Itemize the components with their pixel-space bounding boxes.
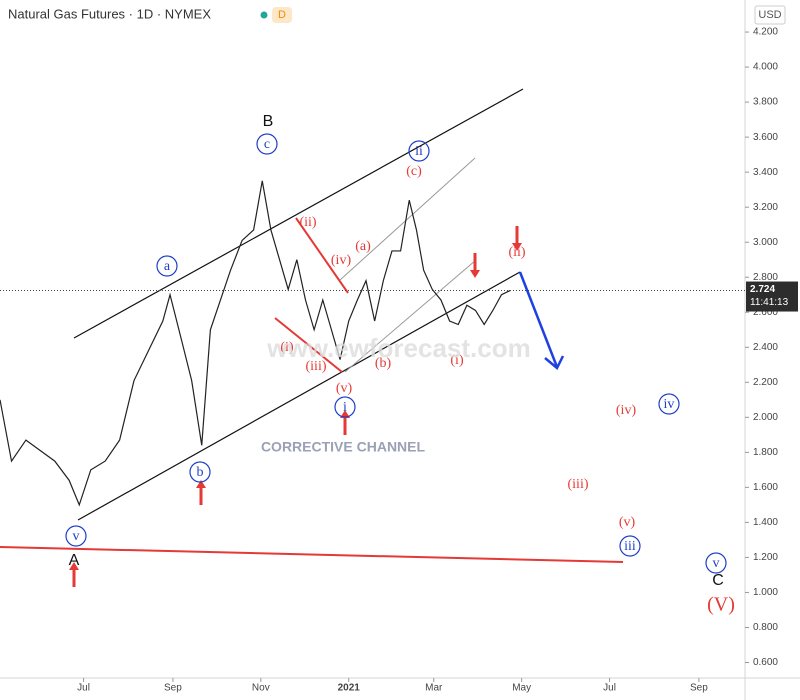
wave-label: www.ewforecast.com xyxy=(266,333,530,363)
wave-label: (v) xyxy=(336,381,353,396)
wave-circle xyxy=(256,133,278,155)
y-tick-label: 2.600 xyxy=(753,307,778,318)
y-tick-label: 1.400 xyxy=(753,517,778,528)
wave-label: (ii) xyxy=(299,215,316,230)
x-tick-label: Jul xyxy=(77,683,90,694)
x-tick-label: Nov xyxy=(252,683,270,694)
wave-circle xyxy=(619,535,641,557)
y-tick-label: 1.800 xyxy=(753,447,778,458)
wave-label: (c) xyxy=(406,164,422,179)
drawings xyxy=(0,88,624,587)
wave-circle xyxy=(189,461,211,483)
x-tick-label: May xyxy=(512,683,531,694)
y-tick-label: 3.400 xyxy=(753,167,778,178)
wave-label: B xyxy=(263,113,274,130)
chart-title: Natural Gas Futures · 1D · NYMEX xyxy=(8,6,211,21)
wave-circle xyxy=(705,552,727,574)
wave-label: C xyxy=(712,572,724,589)
y-tick-label: 2.400 xyxy=(753,342,778,353)
x-tick-label: 2021 xyxy=(338,683,361,694)
wave-label: iv xyxy=(664,397,675,412)
wave-label: (iv) xyxy=(331,253,352,268)
wave-circle xyxy=(65,525,87,547)
y-tick-label: 3.200 xyxy=(753,202,778,213)
wave-label: CORRECTIVE CHANNEL xyxy=(261,439,426,455)
badge: D xyxy=(278,9,286,21)
x-tick-label: Sep xyxy=(164,683,182,694)
y-tick-label: 1.600 xyxy=(753,482,778,493)
wave-label: (iv) xyxy=(616,403,637,418)
wave-label: b xyxy=(197,465,204,480)
last-price-box xyxy=(746,281,798,312)
wave-label: ii xyxy=(415,144,423,159)
x-tick-label: Mar xyxy=(425,683,443,694)
badge-box xyxy=(272,7,292,23)
countdown: 11:41:13 xyxy=(750,297,789,308)
y-tick-label: 4.000 xyxy=(753,62,778,73)
status-dot xyxy=(260,11,268,19)
wave-label: A xyxy=(69,552,80,569)
price-line xyxy=(0,180,511,507)
wave-label: (iii) xyxy=(568,477,589,492)
wave-label: (v) xyxy=(619,515,636,530)
wave-circle xyxy=(408,140,430,162)
wave-label: iii xyxy=(624,539,636,554)
y-tick-label: 3.800 xyxy=(753,97,778,108)
currency-box xyxy=(754,5,786,25)
y-tick-label: 2.800 xyxy=(753,272,778,283)
wave-label: v xyxy=(73,529,80,544)
last-price-label: 2.724 xyxy=(750,284,775,295)
currency: USD xyxy=(758,9,781,21)
wave-label: (V) xyxy=(707,594,735,616)
y-tick-label: 1.000 xyxy=(753,587,778,598)
wave-label: c xyxy=(264,137,270,152)
wave-label: (i) xyxy=(450,353,464,368)
wave-circle xyxy=(658,393,680,415)
wave-label: (i) xyxy=(280,340,294,355)
y-tick-label: 3.000 xyxy=(753,237,778,248)
wave-label: (a) xyxy=(355,239,371,254)
y-tick-label: 2.000 xyxy=(753,412,778,423)
wave-label: (iii) xyxy=(306,359,327,374)
x-tick-label: Sep xyxy=(690,683,708,694)
wave-circle xyxy=(156,255,178,277)
y-tick-label: 4.200 xyxy=(753,27,778,38)
wave-circle xyxy=(334,396,356,418)
wave-label: (ii) xyxy=(508,245,525,260)
y-tick-label: 0.800 xyxy=(753,622,778,633)
y-tick-label: 3.600 xyxy=(753,132,778,143)
wave-label: (b) xyxy=(375,356,392,371)
wave-label: a xyxy=(164,259,171,274)
y-tick-label: 2.200 xyxy=(753,377,778,388)
y-tick-label: 1.200 xyxy=(753,552,778,563)
wave-label: v xyxy=(713,556,720,571)
x-tick-label: Jul xyxy=(603,683,616,694)
y-tick-label: 0.600 xyxy=(753,657,778,668)
wave-label: i xyxy=(343,400,347,415)
